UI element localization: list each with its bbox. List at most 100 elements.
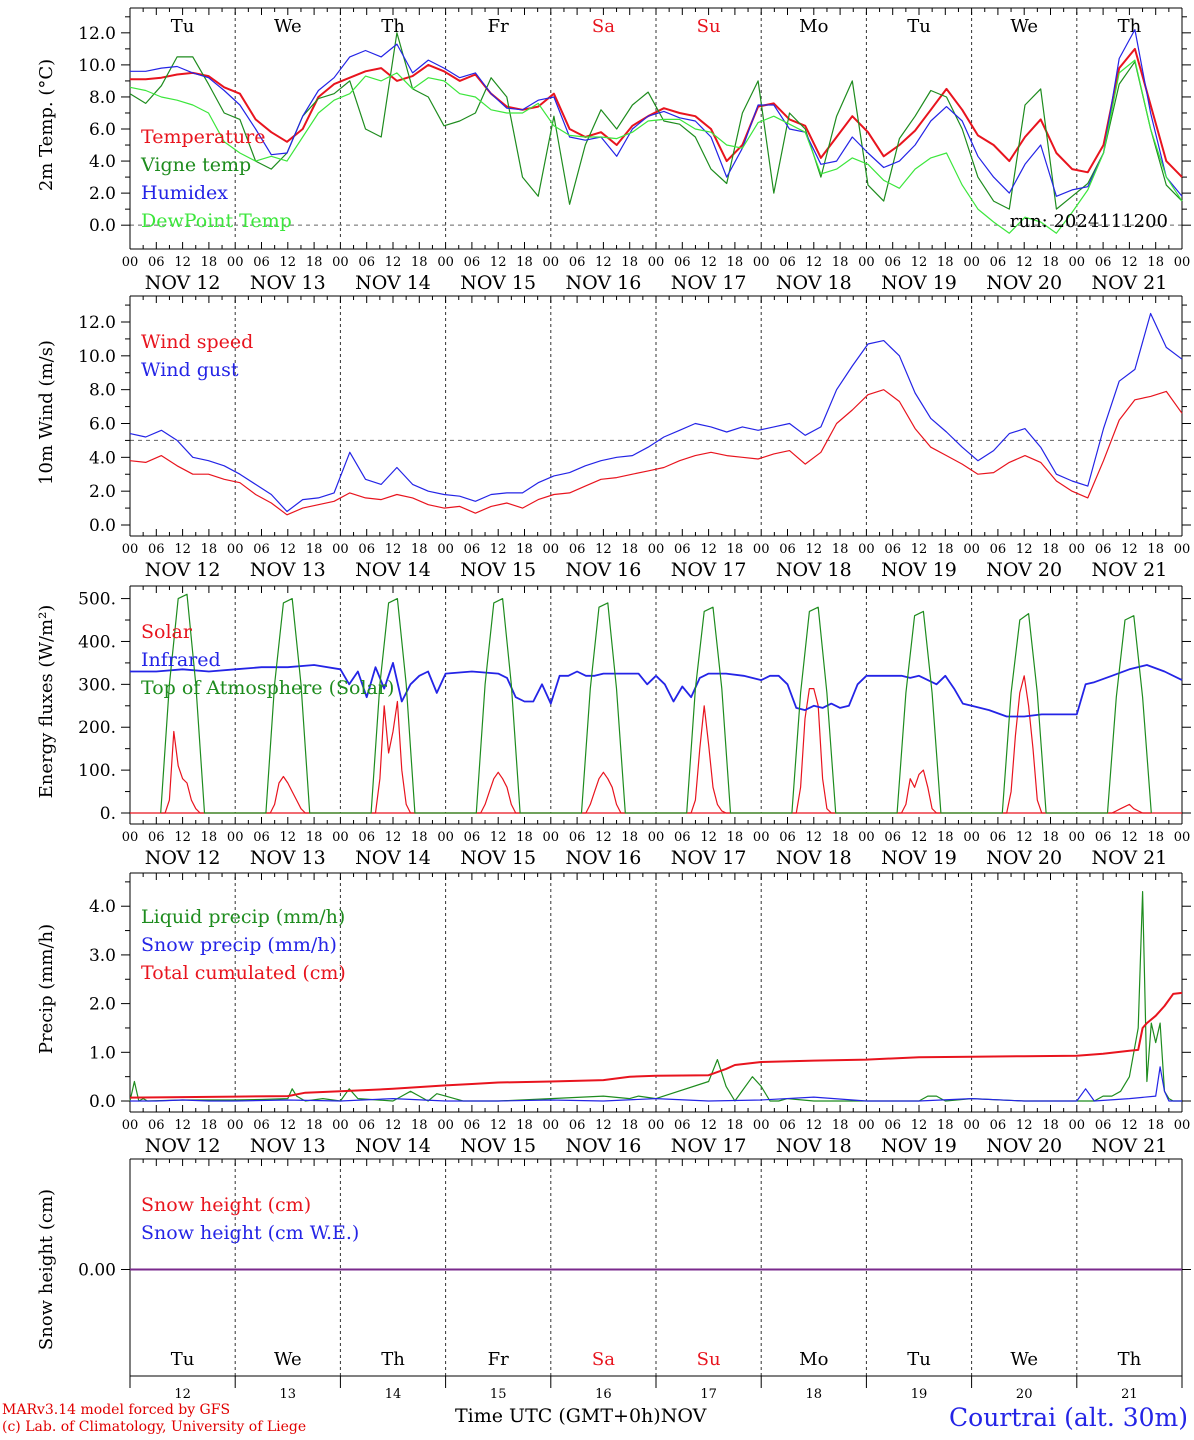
weekday-label: We xyxy=(1010,16,1038,37)
hour-tick-label: 12 xyxy=(1016,1118,1033,1133)
weekday-label: Mo xyxy=(799,1349,828,1370)
weekday-label: Tu xyxy=(907,16,931,37)
hour-tick-label: 18 xyxy=(1042,1118,1059,1133)
model-credit: MARv3.14 model forced by GFS xyxy=(2,1402,231,1418)
y-tick-label: 8.0 xyxy=(89,381,116,401)
weekday-label: We xyxy=(274,1349,302,1370)
legend-label: Humidex xyxy=(141,182,228,204)
date-label: NOV 12 xyxy=(145,1135,221,1157)
hour-tick-label: 00 xyxy=(753,542,770,557)
series-solar-line xyxy=(581,771,626,814)
date-label: NOV 18 xyxy=(776,1135,852,1157)
weekday-label: Th xyxy=(381,16,405,37)
date-label: NOV 15 xyxy=(460,272,536,294)
hour-tick-label: 18 xyxy=(516,1118,533,1133)
hour-tick-label: 18 xyxy=(1042,542,1059,557)
hour-tick-label: 06 xyxy=(779,542,796,557)
weekday-label: Mo xyxy=(799,16,828,37)
hour-tick-label: 06 xyxy=(884,542,901,557)
hour-tick-label: 00 xyxy=(332,255,349,270)
series-liquid-precip-mm-h-line xyxy=(129,890,1182,1102)
hour-tick-label: 00 xyxy=(753,255,770,270)
hour-tick-label: 06 xyxy=(148,830,165,845)
y-tick-label: 2.0 xyxy=(89,995,116,1015)
hour-tick-label: 12 xyxy=(1121,542,1138,557)
hour-tick-label: 12 xyxy=(280,1118,297,1133)
panel-4: 00 06 12 18 00 06 12 18 00 06 12 18 00 06 12 18 00 06 12 18… xyxy=(36,872,1191,1157)
day-number-label: 18 xyxy=(806,1387,823,1400)
hour-tick-label: 12 xyxy=(174,255,191,270)
day-number-label: 13 xyxy=(280,1387,297,1400)
hour-tick-label: 18 xyxy=(306,255,323,270)
weekday-label: We xyxy=(1010,1349,1038,1370)
hour-tick-label: 18 xyxy=(621,255,638,270)
date-label: NOV 15 xyxy=(460,847,536,869)
weekday-label: We xyxy=(274,16,302,37)
date-label: NOV 17 xyxy=(671,1135,747,1157)
hour-tick-label: 00 xyxy=(1069,542,1086,557)
day-number-label: 12 xyxy=(174,1387,191,1400)
date-label: NOV 21 xyxy=(1091,559,1167,581)
hour-tick-label: 06 xyxy=(1095,1118,1112,1133)
hour-tick-label: 00 xyxy=(648,1118,665,1133)
hour-tick-label: 00 xyxy=(1069,830,1086,845)
hour-tick-label: 12 xyxy=(700,542,717,557)
series-wind-gust-line xyxy=(129,312,1183,513)
hour-tick-label: 00 xyxy=(437,542,454,557)
series-total-cumulated-cm-line xyxy=(129,991,1183,1099)
weekday-label: Tu xyxy=(171,16,195,37)
hour-tick-label: 00 xyxy=(753,1118,770,1133)
y-tick-label: 100. xyxy=(78,761,116,781)
hour-tick-label: 00 xyxy=(437,830,454,845)
hour-tick-label: 06 xyxy=(674,1118,691,1133)
hour-tick-label: 18 xyxy=(1042,830,1059,845)
hour-tick-label: 12 xyxy=(1121,1118,1138,1133)
day-number-label: 15 xyxy=(490,1387,507,1400)
date-label: NOV 13 xyxy=(250,1135,326,1157)
station-name: Courtrai (alt. 30m) xyxy=(949,1403,1188,1432)
month-label: NOV xyxy=(660,1405,707,1427)
hour-tick-label: 12 xyxy=(595,830,612,845)
hour-tick-label: 18 xyxy=(411,1118,428,1133)
weekday-label: Sa xyxy=(592,16,615,37)
weekday-label: Fr xyxy=(488,16,509,37)
date-label: NOV 17 xyxy=(671,847,747,869)
series-solar-line xyxy=(160,730,205,814)
hour-tick-label: 00 xyxy=(543,542,560,557)
date-label: NOV 12 xyxy=(145,559,221,581)
y-tick-label: 12.0 xyxy=(78,24,116,44)
date-label: NOV 15 xyxy=(460,559,536,581)
y-tick-label: 2.0 xyxy=(89,184,116,204)
y-tick-label: 4.0 xyxy=(89,448,116,468)
hour-tick-label: 06 xyxy=(148,1118,165,1133)
hour-tick-label: 06 xyxy=(674,542,691,557)
y-tick-label: 0.0 xyxy=(89,1092,116,1112)
legend-label: Total cumulated (cm) xyxy=(141,962,346,984)
hour-tick-label: 18 xyxy=(1147,1118,1164,1133)
hour-tick-label: 00 xyxy=(963,255,980,270)
date-label: NOV 21 xyxy=(1091,1135,1167,1157)
date-label: NOV 20 xyxy=(986,559,1062,581)
hour-tick-label: 06 xyxy=(569,1118,586,1133)
hour-tick-label: 06 xyxy=(358,1118,375,1133)
hour-tick-label: 12 xyxy=(595,255,612,270)
hour-tick-label: 12 xyxy=(911,1118,928,1133)
y-tick-label: 6.0 xyxy=(89,414,116,434)
hour-tick-label: 06 xyxy=(569,542,586,557)
series-solar-line xyxy=(1107,803,1152,814)
hour-tick-label: 12 xyxy=(174,830,191,845)
legend-label: Infrared xyxy=(141,649,221,671)
date-label: NOV 20 xyxy=(986,1135,1062,1157)
date-label: NOV 18 xyxy=(776,272,852,294)
hour-tick-label: 00 xyxy=(122,1118,139,1133)
y-tick-label: 8.0 xyxy=(89,88,116,108)
hour-tick-label: 12 xyxy=(490,542,507,557)
series-solar-line xyxy=(686,705,731,814)
date-label: NOV 14 xyxy=(355,1135,431,1157)
hour-tick-label: 00 xyxy=(543,1118,560,1133)
y-tick-label: 10.0 xyxy=(78,347,116,367)
day-number-label: 19 xyxy=(911,1387,928,1400)
hour-tick-label: 18 xyxy=(832,1118,849,1133)
date-label: NOV 16 xyxy=(565,272,641,294)
hour-tick-label: 06 xyxy=(253,830,270,845)
